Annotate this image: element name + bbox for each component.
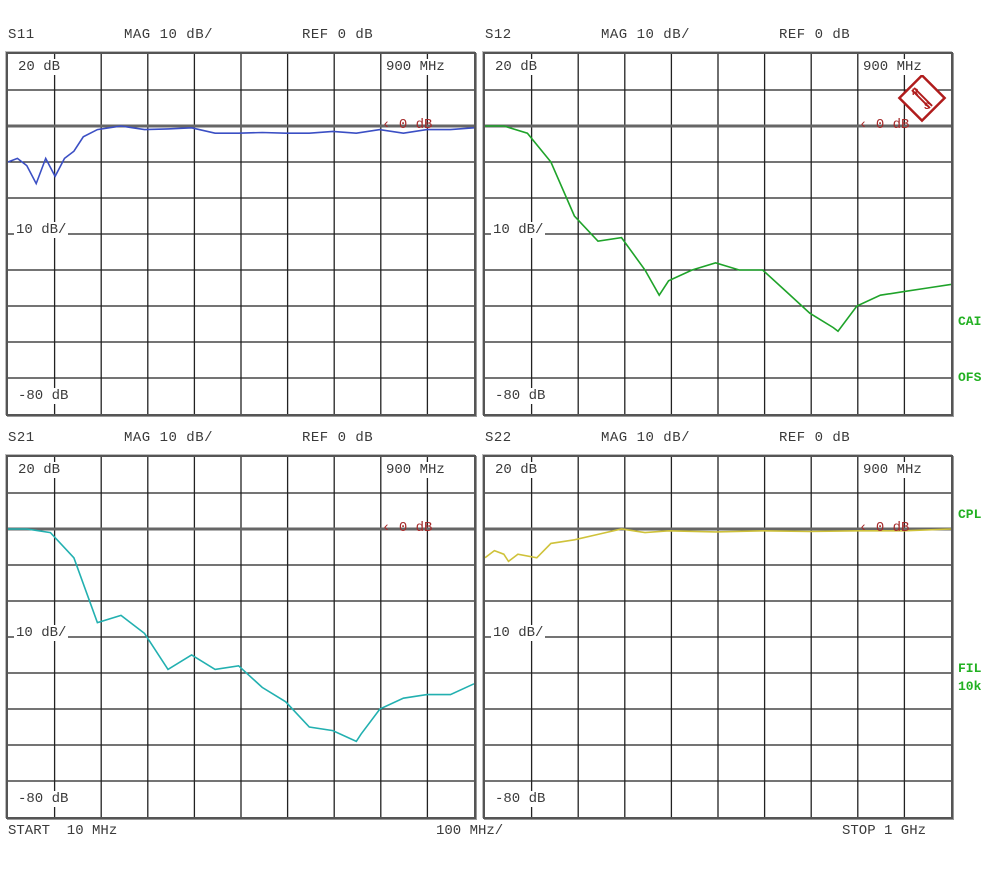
s22-scale-div-label: 10 dB/ bbox=[491, 625, 546, 641]
s12-trace bbox=[485, 125, 951, 333]
arrow-left-icon: ‹ bbox=[859, 520, 876, 536]
s22-mag-label: MAG 10 dB/ bbox=[601, 430, 691, 446]
s12-plot: R S bbox=[485, 54, 951, 414]
s12-grid bbox=[485, 54, 951, 414]
s12-ref-marker: ‹ 0 dB bbox=[859, 117, 910, 133]
s12-ref-label: REF 0 dB bbox=[779, 27, 851, 43]
s22-trace bbox=[485, 528, 951, 563]
chart-panel-s21: 20 dB 900 MHz 10 dB/ -80 dB ‹ 0 dB bbox=[6, 455, 476, 819]
stop-frequency: STOP 1 GHz bbox=[842, 823, 927, 839]
s21-scale-div-label: 10 dB/ bbox=[14, 625, 69, 641]
svg-text:S: S bbox=[924, 101, 930, 111]
arrow-left-icon: ‹ bbox=[859, 117, 876, 133]
s11-mag-label: MAG 10 dB/ bbox=[124, 27, 214, 43]
start-frequency: START 10 MHz bbox=[8, 823, 118, 839]
s22-plot bbox=[485, 457, 951, 817]
s11-grid bbox=[8, 54, 474, 414]
s21-trace bbox=[8, 528, 474, 743]
s22-ref-label: REF 0 dB bbox=[779, 430, 851, 446]
s12-scale-div-label: 10 dB/ bbox=[491, 222, 546, 238]
offset-indicator: OFS bbox=[958, 370, 982, 385]
s12-param-label: S12 bbox=[485, 27, 512, 43]
s22-ref-marker: ‹ 0 dB bbox=[859, 520, 910, 536]
s11-ref-marker: ‹ 0 dB bbox=[382, 117, 433, 133]
s21-mag-label: MAG 10 dB/ bbox=[124, 430, 214, 446]
span-per-division: 100 MHz/ bbox=[436, 823, 504, 839]
s21-marker-freq-label: 900 MHz bbox=[384, 462, 447, 478]
s22-top-scale-label: 20 dB bbox=[493, 462, 540, 478]
s11-bottom-scale-label: -80 dB bbox=[16, 388, 71, 404]
s12-marker-freq-label: 900 MHz bbox=[861, 59, 924, 75]
svg-text:R: R bbox=[912, 87, 919, 97]
s11-plot bbox=[8, 54, 474, 414]
s11-marker-freq-label: 900 MHz bbox=[384, 59, 447, 75]
s11-param-label: S11 bbox=[8, 27, 35, 43]
s22-marker-freq-label: 900 MHz bbox=[861, 462, 924, 478]
rohde-schwarz-logo-icon: R S bbox=[897, 73, 947, 123]
chart-panel-s12: R S 20 dB 900 MHz 10 dB/ -80 dB ‹ 0 dB bbox=[483, 52, 953, 416]
coupling-indicator: CPL bbox=[958, 507, 982, 522]
s11-scale-div-label: 10 dB/ bbox=[14, 222, 69, 238]
chart-panel-s11: 20 dB 900 MHz 10 dB/ -80 dB ‹ 0 dB bbox=[6, 52, 476, 416]
s21-param-label: S21 bbox=[8, 430, 35, 446]
s12-mag-label: MAG 10 dB/ bbox=[601, 27, 691, 43]
s21-plot bbox=[8, 457, 474, 817]
s22-param-label: S22 bbox=[485, 430, 512, 446]
filter-bandwidth: 10k bbox=[958, 679, 982, 694]
filter-indicator: FIL bbox=[958, 661, 982, 676]
s21-top-scale-label: 20 dB bbox=[16, 462, 63, 478]
arrow-left-icon: ‹ bbox=[382, 520, 399, 536]
s22-grid bbox=[485, 457, 951, 817]
s11-top-scale-label: 20 dB bbox=[16, 59, 63, 75]
s11-ref-label: REF 0 dB bbox=[302, 27, 374, 43]
s21-bottom-scale-label: -80 dB bbox=[16, 791, 71, 807]
s11-trace bbox=[8, 125, 474, 186]
cal-indicator: CAI bbox=[958, 314, 982, 329]
chart-panel-s22: 20 dB 900 MHz 10 dB/ -80 dB ‹ 0 dB bbox=[483, 455, 953, 819]
s12-top-scale-label: 20 dB bbox=[493, 59, 540, 75]
s21-ref-label: REF 0 dB bbox=[302, 430, 374, 446]
s21-ref-marker: ‹ 0 dB bbox=[382, 520, 433, 536]
s21-grid bbox=[8, 457, 474, 817]
arrow-left-icon: ‹ bbox=[382, 117, 399, 133]
s12-bottom-scale-label: -80 dB bbox=[493, 388, 548, 404]
s22-bottom-scale-label: -80 dB bbox=[493, 791, 548, 807]
